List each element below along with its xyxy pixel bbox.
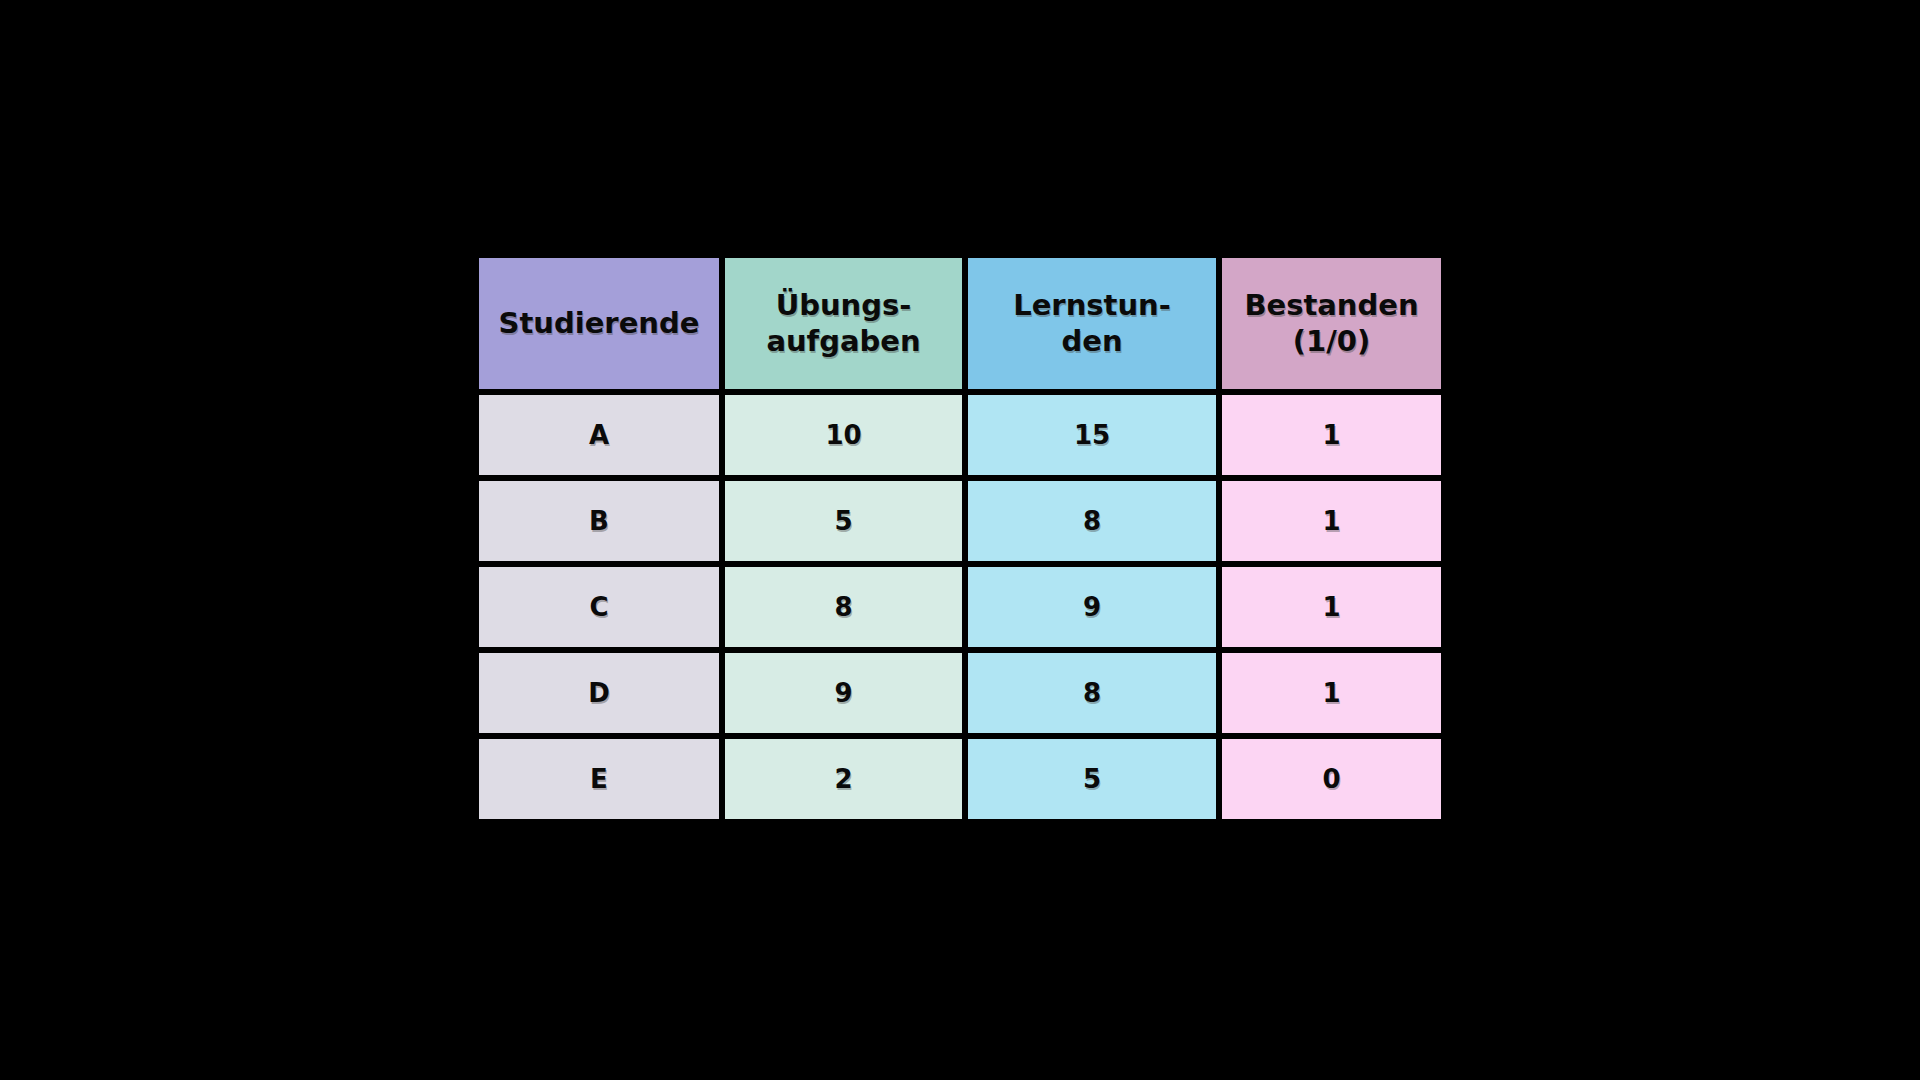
column-header-uebungsaufgaben: Übungs- aufgaben <box>725 258 962 389</box>
cell-a-bestanden: 1 <box>1222 395 1441 475</box>
column-header-bestanden: Bestanden (1/0) <box>1222 258 1441 389</box>
cell-d-lernstunden: 8 <box>968 653 1216 733</box>
cell-c-bestanden: 1 <box>1222 567 1441 647</box>
cell-b-lernstunden: 8 <box>968 481 1216 561</box>
cell-c-uebungsaufgaben: 8 <box>725 567 962 647</box>
cell-b-bestanden: 1 <box>1222 481 1441 561</box>
column-header-lernstunden: Lernstun- den <box>968 258 1216 389</box>
cell-e-bestanden: 0 <box>1222 739 1441 819</box>
student-data-table: Studierende Übungs- aufgaben Lernstun- d… <box>479 258 1441 819</box>
cell-e-uebungsaufgaben: 2 <box>725 739 962 819</box>
cell-d-bestanden: 1 <box>1222 653 1441 733</box>
cell-student-e: E <box>479 739 719 819</box>
column-header-studierende: Studierende <box>479 258 719 389</box>
screen-canvas: Studierende Übungs- aufgaben Lernstun- d… <box>0 0 1920 1080</box>
cell-e-lernstunden: 5 <box>968 739 1216 819</box>
cell-student-c: C <box>479 567 719 647</box>
cell-c-lernstunden: 9 <box>968 567 1216 647</box>
cell-student-a: A <box>479 395 719 475</box>
cell-d-uebungsaufgaben: 9 <box>725 653 962 733</box>
cell-student-b: B <box>479 481 719 561</box>
cell-b-uebungsaufgaben: 5 <box>725 481 962 561</box>
cell-a-uebungsaufgaben: 10 <box>725 395 962 475</box>
cell-student-d: D <box>479 653 719 733</box>
cell-a-lernstunden: 15 <box>968 395 1216 475</box>
